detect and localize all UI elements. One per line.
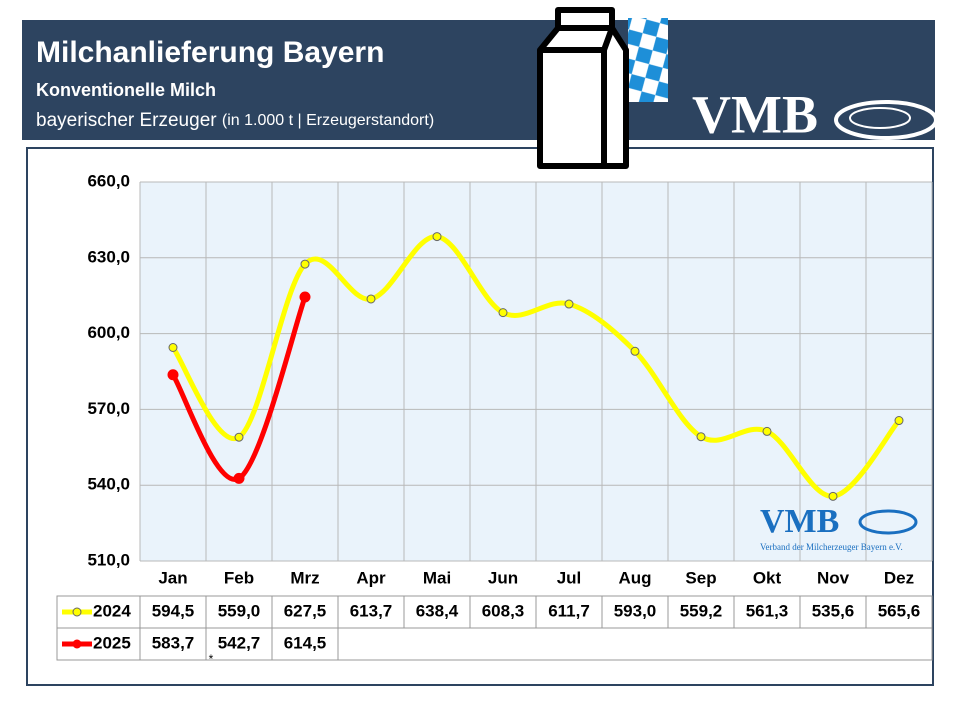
- legend-label: 2025: [93, 633, 131, 652]
- legend-label: 2024: [93, 601, 131, 620]
- series-marker: [366, 294, 376, 304]
- chart-layer: 510,0 540,0 570,0 600,0 630,0 660,0 Jan Feb Mrz A…: [56, 171, 933, 666]
- series-marker: [762, 426, 772, 436]
- table-value: 611,7: [548, 601, 590, 620]
- table-value: 559,0: [218, 601, 261, 620]
- series-marker: [432, 232, 442, 242]
- table-value: 627,5: [284, 601, 327, 620]
- series-line: [170, 234, 902, 499]
- x-tick-label: Jul: [557, 568, 582, 587]
- series-marker: [498, 308, 508, 318]
- x-tick-label: Apr: [356, 568, 386, 587]
- subtitle-line: bayerischer Erzeuger (in 1.000 t | Erzeu…: [36, 110, 434, 131]
- milk-carton: [537, 7, 629, 169]
- header-band: [22, 20, 935, 140]
- subtitle: Konventionelle Milch: [36, 80, 216, 100]
- small-logo-swoosh: [858, 509, 918, 535]
- x-tick-label: Dez: [884, 568, 914, 587]
- legend-marker: [72, 639, 82, 649]
- table-value: 593,0: [614, 601, 657, 620]
- x-tick-label: Jan: [158, 568, 187, 587]
- annotation: *: [209, 652, 214, 666]
- y-tick-label: 510,0: [87, 550, 130, 569]
- y-tick-label: 630,0: [87, 247, 130, 266]
- x-tick-label: Jun: [488, 568, 518, 587]
- small-logo-caption: Verband der Milcherzeuger Bayern e.V.: [760, 542, 903, 552]
- logo-swoosh: [834, 100, 938, 140]
- x-tick-label: Okt: [753, 568, 782, 587]
- x-tick-label: Feb: [224, 568, 254, 587]
- table-row: [56, 627, 933, 661]
- table-value: 542,7: [218, 633, 261, 652]
- table-value: 638,4: [416, 601, 459, 620]
- table-value: 608,3: [482, 601, 525, 620]
- x-tick-label: Mrz: [290, 568, 319, 587]
- series-marker: [168, 342, 178, 352]
- small-logo-text: VMB: [760, 503, 839, 540]
- y-tick-label: 600,0: [87, 323, 130, 342]
- series-marker: [564, 299, 574, 309]
- x-tick-label: Sep: [685, 568, 716, 587]
- series-marker: [167, 369, 179, 381]
- series-marker: [696, 432, 706, 442]
- table-value: 561,3: [746, 601, 789, 620]
- subtitle-main: bayerischer Erzeuger: [36, 110, 217, 131]
- series-marker: [233, 472, 245, 484]
- table-value: 613,7: [350, 601, 393, 620]
- logo-text: VMB: [692, 84, 818, 144]
- series-marker: [828, 491, 838, 501]
- series-marker: [894, 416, 904, 426]
- series-marker: [630, 346, 640, 356]
- table-value: 583,7: [152, 633, 195, 652]
- x-tick-label: Aug: [618, 568, 651, 587]
- x-tick-label: Nov: [817, 568, 850, 587]
- bavaria-flag: [628, 18, 668, 102]
- table-value: 565,6: [878, 601, 921, 620]
- subtitle-note: (in 1.000 t | Erzeugerstandort): [222, 112, 434, 129]
- y-tick-label: 570,0: [87, 399, 130, 418]
- y-tick-label: 660,0: [87, 171, 130, 190]
- table-value: 559,2: [680, 601, 723, 620]
- table-value: 535,6: [812, 601, 855, 620]
- table-value: 614,5: [284, 633, 327, 652]
- legend-marker: [72, 607, 82, 617]
- series-marker: [299, 291, 311, 303]
- y-tick-label: 540,0: [87, 475, 130, 494]
- x-tick-label: Mai: [423, 568, 451, 587]
- title: Milchanlieferung Bayern: [36, 36, 384, 69]
- series-marker: [234, 432, 244, 442]
- table-value: 594,5: [152, 601, 195, 620]
- series-marker: [300, 259, 310, 269]
